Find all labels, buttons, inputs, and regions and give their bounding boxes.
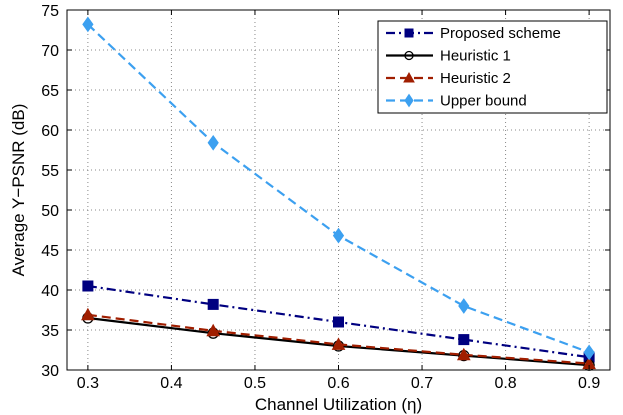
- x-axis-label: Channel Utilization (η): [255, 395, 422, 414]
- y-tick-label: 70: [41, 43, 59, 60]
- legend-label: Proposed scheme: [440, 25, 561, 42]
- series-2: [81, 307, 596, 370]
- legend-marker: [403, 71, 415, 83]
- legend: Proposed scheme Heuristic 1 Heuristic 2 Upp…: [377, 20, 608, 114]
- data-point: [458, 298, 470, 314]
- series-layer: [81, 16, 596, 371]
- legend-label: Heuristic 2: [440, 70, 511, 87]
- data-point: [583, 344, 595, 361]
- series-3: [82, 16, 595, 361]
- x-tick-label: 0.3: [77, 375, 99, 392]
- data-point: [82, 280, 94, 292]
- data-point: [456, 347, 471, 361]
- y-tick-label: 55: [41, 163, 59, 180]
- y-tick-label: 30: [41, 363, 59, 380]
- data-point: [82, 16, 94, 33]
- x-tick-label: 0.8: [494, 375, 516, 392]
- legend-box: [377, 20, 608, 114]
- x-tick-label: 0.6: [327, 375, 349, 392]
- data-point: [207, 134, 219, 151]
- data-point: [81, 307, 95, 321]
- legend-label: Heuristic 1: [440, 48, 511, 65]
- y-tick-label: 60: [41, 123, 59, 140]
- data-point: [333, 316, 344, 328]
- y-axis-label: Average Y−PSNR (dB): [9, 104, 28, 277]
- y-tick-label: 35: [41, 323, 59, 340]
- y-tick-label: 75: [41, 3, 59, 20]
- x-tick-label: 0.4: [160, 375, 182, 392]
- data-point: [331, 337, 346, 350]
- x-tick-label: 0.5: [244, 375, 266, 392]
- data-point: [207, 298, 219, 310]
- y-tick-label: 50: [41, 203, 59, 220]
- x-tick-label: 0.9: [578, 375, 600, 392]
- axis-ticks: 0.3 0.4 0.5 0.6 0.7 0.8 0.9 30 35 40 45 50 55 60 65 70 7…: [41, 3, 610, 392]
- y-tick-label: 40: [41, 283, 59, 300]
- y-tick-label: 45: [41, 243, 59, 260]
- legend-label: Upper bound: [440, 93, 527, 110]
- legend-marker: [404, 28, 414, 38]
- legend-marker: [404, 50, 414, 61]
- x-tick-label: 0.7: [411, 375, 433, 392]
- data-point: [332, 227, 345, 244]
- y-tick-label: 65: [41, 83, 59, 100]
- legend-marker: [404, 93, 414, 108]
- data-point: [458, 334, 470, 346]
- data-point: [206, 323, 221, 337]
